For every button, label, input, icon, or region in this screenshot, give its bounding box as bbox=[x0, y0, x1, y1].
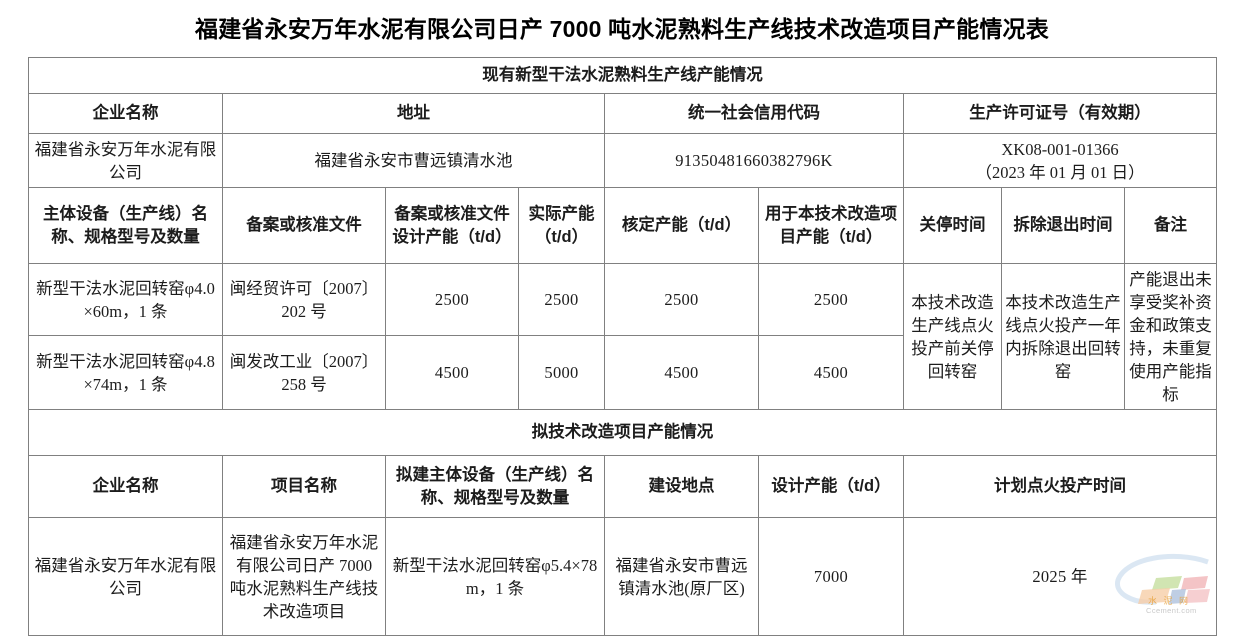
cell-document-1: 闽经贸许可〔2007〕202 号 bbox=[222, 263, 386, 336]
cell-license: XK08-001-01366 （2023 年 01 月 01 日） bbox=[902, 133, 1218, 188]
capacity-table-container: 现有新型干法水泥熟料生产线产能情况 企业名称 地址 统一社会信用代码 生产许可证… bbox=[27, 57, 1218, 636]
cell-used-capacity-2: 4500 bbox=[758, 335, 904, 410]
cell-planned-company: 福建省永安万年水泥有限公司 bbox=[28, 517, 223, 636]
cell-credit-code: 91350481660382796K bbox=[604, 133, 904, 188]
table-row: 新型干法水泥回转窑φ4.0×60m，1 条 闽经贸许可〔2007〕202 号 2… bbox=[28, 263, 1218, 410]
header-actual-capacity: 实际产能（t/d） bbox=[518, 187, 605, 264]
header-removal-time: 拆除退出时间 bbox=[1001, 187, 1125, 264]
header-planned-equipment: 拟建主体设备（生产线）名称、规格型号及数量 bbox=[385, 455, 605, 518]
cell-removal-time: 本技术改造生产线点火投产一年内拆除退出回转窑 bbox=[1001, 263, 1125, 410]
header-main-equipment: 主体设备（生产线）名称、规格型号及数量 bbox=[28, 187, 223, 264]
header-remark: 备注 bbox=[1123, 187, 1218, 264]
cell-company-address: 福建省永安市曹远镇清水池 bbox=[222, 133, 605, 188]
header-planned-ignition: 计划点火投产时间 bbox=[902, 455, 1218, 518]
header-approved-capacity: 核定产能（t/d） bbox=[604, 187, 759, 264]
cell-planned-project: 福建省永安万年水泥有限公司日产 7000 吨水泥熟料生产线技术改造项目 bbox=[222, 517, 386, 636]
cell-actual-capacity-2: 5000 bbox=[518, 335, 605, 410]
header-credit-code: 统一社会信用代码 bbox=[604, 93, 904, 134]
header-used-capacity: 用于本技术改造项目产能（t/d） bbox=[758, 187, 904, 264]
table-row: 拟技术改造项目产能情况 bbox=[27, 409, 1218, 456]
cell-actual-capacity-1: 2500 bbox=[518, 263, 605, 336]
table-row: 福建省永安万年水泥有限公司 福建省永安万年水泥有限公司日产 7000 吨水泥熟料… bbox=[28, 517, 1218, 636]
section-banner-existing: 现有新型干法水泥熟料生产线产能情况 bbox=[27, 57, 1218, 94]
header-company-name: 企业名称 bbox=[28, 93, 223, 134]
table-row: 新型干法水泥回转窑φ4.8×74m，1 条 闽发改工业〔2007〕258 号 4… bbox=[28, 335, 1217, 410]
header-license: 生产许可证号（有效期） bbox=[902, 93, 1218, 134]
cell-used-capacity-1: 2500 bbox=[758, 263, 904, 336]
table-row: 现有新型干法水泥熟料生产线产能情况 bbox=[27, 57, 1218, 94]
cell-design-capacity-2: 4500 bbox=[385, 335, 519, 410]
cell-design-capacity-1: 2500 bbox=[385, 263, 519, 336]
capacity-table: 现有新型干法水泥熟料生产线产能情况 企业名称 地址 统一社会信用代码 生产许可证… bbox=[27, 57, 1218, 636]
watermark-brand-en: Ccement.com bbox=[1146, 606, 1197, 615]
cell-equipment-2: 新型干法水泥回转窑φ4.8×74m，1 条 bbox=[28, 335, 223, 410]
cell-planned-capacity: 7000 bbox=[758, 517, 904, 636]
cell-document-2: 闽发改工业〔2007〕258 号 bbox=[222, 335, 386, 410]
section-banner-planned: 拟技术改造项目产能情况 bbox=[27, 409, 1218, 456]
cell-remark: 产能退出未享受奖补资金和政策支持，未重复使用产能指标 bbox=[1123, 263, 1218, 410]
header-address: 地址 bbox=[222, 93, 605, 134]
cell-planned-ignition: 2025 年 bbox=[902, 517, 1218, 636]
cell-shutdown-time: 本技术改造生产线点火投产前关停回转窑 bbox=[903, 263, 1002, 410]
header-shutdown-time: 关停时间 bbox=[903, 187, 1002, 264]
header-design-capacity: 备案或核准文件设计产能（t/d） bbox=[385, 187, 519, 264]
cell-approved-capacity-1: 2500 bbox=[604, 263, 759, 336]
table-row: 企业名称 地址 统一社会信用代码 生产许可证号（有效期） bbox=[28, 93, 1218, 134]
cell-approved-capacity-2: 4500 bbox=[604, 335, 759, 410]
header-planned-location: 建设地点 bbox=[604, 455, 759, 518]
watermark-brand-cn: 水 泥 网 bbox=[1148, 596, 1191, 606]
table-row: 主体设备（生产线）名称、规格型号及数量 备案或核准文件 备案或核准文件设计产能（… bbox=[28, 187, 1218, 264]
header-planned-capacity: 设计产能（t/d） bbox=[758, 455, 904, 518]
cell-company-name: 福建省永安万年水泥有限公司 bbox=[28, 133, 223, 188]
header-approval-document: 备案或核准文件 bbox=[222, 187, 386, 264]
page-title: 福建省永安万年水泥有限公司日产 7000 吨水泥熟料生产线技术改造项目产能情况表 bbox=[195, 16, 1049, 42]
license-number: XK08-001-01366 bbox=[1001, 139, 1119, 159]
cell-equipment-1: 新型干法水泥回转窑φ4.0×60m，1 条 bbox=[28, 263, 223, 336]
table-row: 福建省永安万年水泥有限公司 福建省永安市曹远镇清水池 9135048166038… bbox=[28, 133, 1218, 188]
header-planned-project: 项目名称 bbox=[222, 455, 386, 518]
cell-planned-equipment: 新型干法水泥回转窑φ5.4×78m，1 条 bbox=[385, 517, 605, 636]
header-planned-company: 企业名称 bbox=[28, 455, 223, 518]
table-row: 企业名称 项目名称 拟建主体设备（生产线）名称、规格型号及数量 建设地点 设计产… bbox=[28, 455, 1218, 518]
cell-planned-location: 福建省永安市曹远镇清水池(原厂区) bbox=[604, 517, 759, 636]
license-validity: （2023 年 01 月 01 日） bbox=[975, 162, 1145, 182]
